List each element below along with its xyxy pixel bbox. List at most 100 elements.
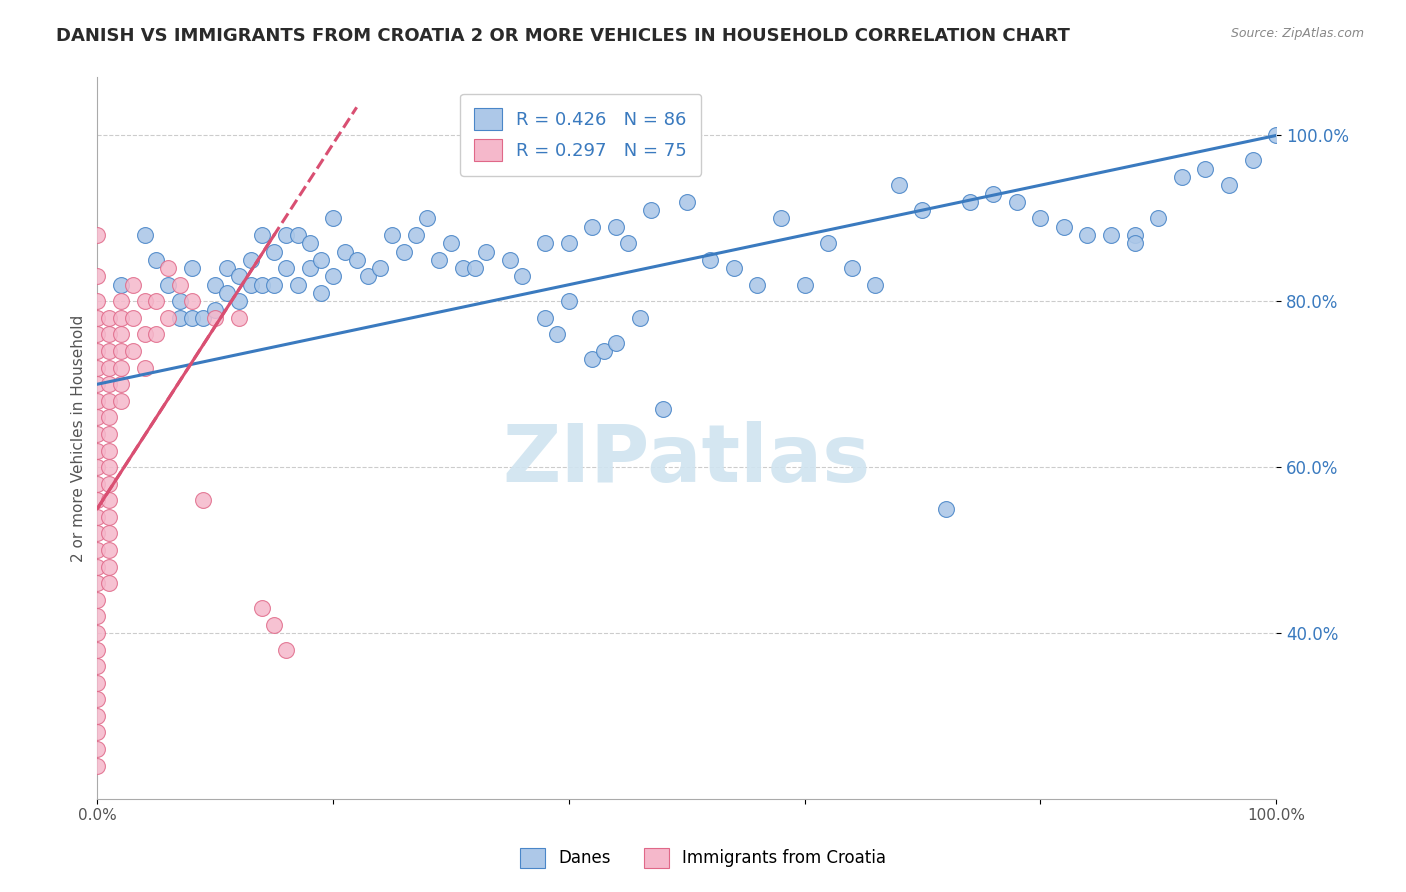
Point — [86, 377, 108, 392]
Point — [98, 576, 121, 591]
Point — [593, 344, 616, 359]
Point — [699, 252, 721, 267]
Point — [98, 344, 121, 359]
Point — [887, 178, 910, 193]
Point — [98, 460, 121, 475]
Point — [287, 227, 309, 242]
Point — [204, 302, 226, 317]
Point — [368, 261, 391, 276]
Point — [193, 310, 215, 325]
Point — [86, 460, 108, 475]
Point — [416, 211, 439, 226]
Point — [86, 576, 108, 591]
Point — [86, 559, 108, 574]
Point — [110, 294, 132, 309]
Point — [98, 360, 121, 375]
Point — [464, 261, 486, 276]
Legend: R = 0.426   N = 86, R = 0.297   N = 75: R = 0.426 N = 86, R = 0.297 N = 75 — [460, 94, 702, 176]
Point — [274, 642, 297, 657]
Point — [86, 709, 108, 723]
Point — [475, 244, 498, 259]
Point — [357, 269, 380, 284]
Text: ZIPatlas: ZIPatlas — [502, 421, 870, 499]
Point — [311, 252, 333, 267]
Point — [110, 360, 132, 375]
Point — [252, 227, 274, 242]
Point — [98, 509, 121, 524]
Point — [86, 509, 108, 524]
Point — [263, 617, 285, 632]
Point — [440, 236, 463, 251]
Point — [381, 227, 404, 242]
Point — [86, 426, 108, 441]
Point — [534, 236, 557, 251]
Point — [121, 344, 143, 359]
Point — [86, 626, 108, 640]
Point — [180, 261, 202, 276]
Point — [427, 252, 450, 267]
Point — [180, 294, 202, 309]
Point — [98, 377, 121, 392]
Point — [841, 261, 863, 276]
Point — [98, 310, 121, 325]
Point — [558, 294, 581, 309]
Point — [169, 310, 191, 325]
Point — [1029, 211, 1052, 226]
Point — [110, 393, 132, 408]
Point — [86, 393, 108, 408]
Point — [935, 501, 957, 516]
Point — [86, 725, 108, 739]
Point — [628, 310, 651, 325]
Point — [239, 277, 262, 292]
Point — [252, 277, 274, 292]
Point — [1241, 153, 1264, 168]
Point — [723, 261, 745, 276]
Point — [675, 194, 697, 209]
Point — [134, 227, 156, 242]
Point — [98, 476, 121, 491]
Point — [865, 277, 887, 292]
Text: Source: ZipAtlas.com: Source: ZipAtlas.com — [1230, 27, 1364, 40]
Point — [86, 327, 108, 342]
Point — [558, 236, 581, 251]
Point — [793, 277, 815, 292]
Point — [86, 609, 108, 624]
Point — [298, 236, 321, 251]
Point — [392, 244, 415, 259]
Point — [228, 269, 250, 284]
Point — [1171, 169, 1194, 184]
Point — [1076, 227, 1098, 242]
Point — [1218, 178, 1240, 193]
Point — [98, 327, 121, 342]
Point — [86, 758, 108, 772]
Point — [86, 294, 108, 309]
Point — [1053, 219, 1076, 234]
Point — [86, 675, 108, 690]
Text: DANISH VS IMMIGRANTS FROM CROATIA 2 OR MORE VEHICLES IN HOUSEHOLD CORRELATION CH: DANISH VS IMMIGRANTS FROM CROATIA 2 OR M… — [56, 27, 1070, 45]
Point — [180, 310, 202, 325]
Point — [652, 402, 675, 417]
Point — [157, 277, 180, 292]
Point — [959, 194, 981, 209]
Point — [1123, 236, 1146, 251]
Point — [86, 476, 108, 491]
Point — [86, 526, 108, 541]
Point — [204, 310, 226, 325]
Point — [228, 310, 250, 325]
Point — [169, 294, 191, 309]
Point — [451, 261, 474, 276]
Point — [98, 393, 121, 408]
Point — [98, 426, 121, 441]
Point — [98, 526, 121, 541]
Point — [617, 236, 640, 251]
Point — [110, 310, 132, 325]
Point — [1099, 227, 1122, 242]
Point — [346, 252, 368, 267]
Point — [605, 219, 627, 234]
Point — [215, 261, 238, 276]
Point — [333, 244, 356, 259]
Point — [98, 410, 121, 425]
Point — [86, 443, 108, 458]
Point — [98, 493, 121, 508]
Point — [499, 252, 522, 267]
